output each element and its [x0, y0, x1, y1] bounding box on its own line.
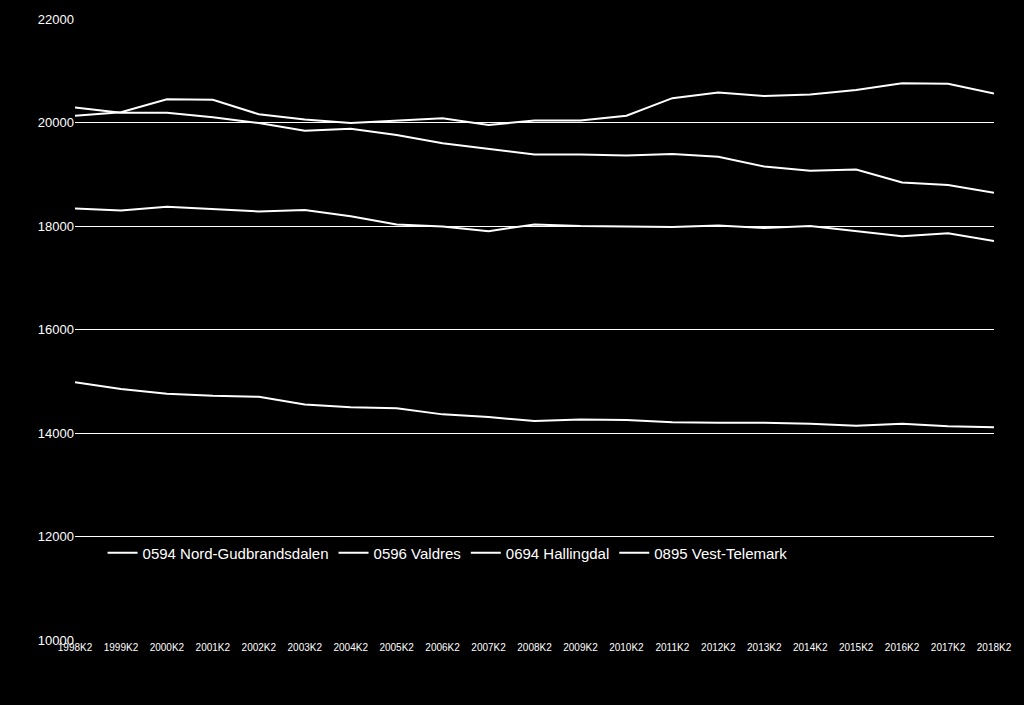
svg-text:2015K2: 2015K2 — [839, 642, 874, 653]
svg-text:20000: 20000 — [38, 115, 74, 130]
svg-text:2006K2: 2006K2 — [425, 642, 460, 653]
svg-text:18000: 18000 — [38, 219, 74, 234]
svg-text:2017K2: 2017K2 — [931, 642, 966, 653]
svg-text:2014K2: 2014K2 — [793, 642, 828, 653]
svg-text:2004K2: 2004K2 — [333, 642, 368, 653]
svg-text:2013K2: 2013K2 — [747, 642, 782, 653]
svg-text:2016K2: 2016K2 — [885, 642, 920, 653]
svg-text:2001K2: 2001K2 — [196, 642, 231, 653]
svg-text:14000: 14000 — [38, 426, 74, 441]
svg-text:1999K2: 1999K2 — [104, 642, 139, 653]
svg-text:16000: 16000 — [38, 322, 74, 337]
svg-text:22000: 22000 — [38, 12, 74, 27]
svg-text:0594 Nord-Gudbrandsdalen: 0594 Nord-Gudbrandsdalen — [143, 545, 329, 562]
svg-text:2011K2: 2011K2 — [655, 642, 689, 653]
svg-text:2002K2: 2002K2 — [242, 642, 277, 653]
svg-text:2005K2: 2005K2 — [379, 642, 414, 653]
svg-text:1998K2: 1998K2 — [58, 642, 93, 653]
svg-text:0895 Vest-Telemark: 0895 Vest-Telemark — [654, 545, 787, 562]
svg-text:0694 Hallingdal: 0694 Hallingdal — [506, 545, 609, 562]
svg-text:10000: 10000 — [38, 633, 74, 648]
svg-text:2003K2: 2003K2 — [288, 642, 323, 653]
svg-text:2010K2: 2010K2 — [609, 642, 644, 653]
svg-text:2018K2: 2018K2 — [977, 642, 1012, 653]
svg-text:2008K2: 2008K2 — [517, 642, 552, 653]
svg-text:2009K2: 2009K2 — [563, 642, 598, 653]
svg-text:0596 Valdres: 0596 Valdres — [374, 545, 461, 562]
svg-text:12000: 12000 — [38, 529, 74, 544]
svg-text:2000K2: 2000K2 — [150, 642, 185, 653]
svg-text:2007K2: 2007K2 — [471, 642, 506, 653]
svg-text:2012K2: 2012K2 — [701, 642, 736, 653]
